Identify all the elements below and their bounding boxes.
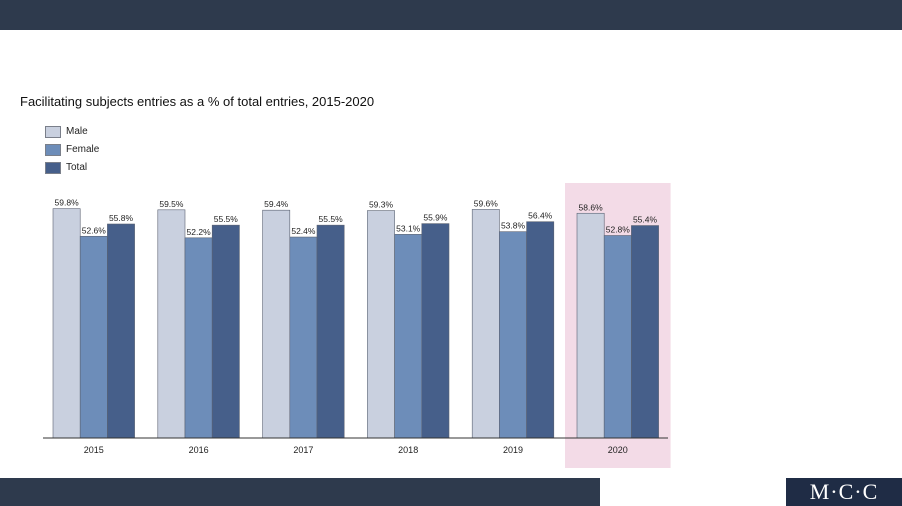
- data-label-male-2020: 58.6%: [579, 202, 604, 212]
- data-label-total-2019: 56.4%: [528, 211, 553, 221]
- data-label-female-2018: 53.1%: [396, 223, 421, 233]
- bar-total-2019: [526, 221, 555, 439]
- bar-female-2019: [499, 231, 527, 439]
- bar-female-2015: [79, 235, 108, 439]
- x-tick-label-2015: 2015: [84, 445, 104, 455]
- bar-total-2017: [316, 224, 345, 439]
- data-label-male-2017: 59.4%: [264, 199, 289, 209]
- data-label-total-2016: 55.5%: [214, 214, 239, 224]
- bar-total-2016: [211, 224, 240, 439]
- bar-male-2015: [52, 208, 81, 439]
- bar-female-2018: [394, 234, 423, 439]
- data-label-female-2019: 53.8%: [501, 221, 526, 231]
- legend-label-male: Male: [66, 126, 88, 137]
- header-bar: [0, 0, 902, 30]
- data-label-male-2018: 59.3%: [369, 200, 394, 210]
- legend-swatch-total: [45, 161, 61, 174]
- bar-male-2019: [471, 209, 500, 439]
- data-label-female-2020: 52.8%: [606, 225, 631, 235]
- legend-label-female: Female: [66, 144, 100, 155]
- bar-male-2020: [576, 212, 605, 439]
- data-label-total-2015: 55.8%: [109, 213, 134, 223]
- x-tick-label-2020: 2020: [608, 445, 628, 455]
- x-tick-label-2017: 2017: [293, 445, 313, 455]
- data-label-total-2018: 55.9%: [423, 213, 448, 223]
- x-tick-label-2019: 2019: [503, 445, 523, 455]
- data-label-total-2017: 55.5%: [319, 214, 344, 224]
- bar-female-2016: [184, 237, 213, 439]
- legend-item-male: Male: [45, 123, 99, 140]
- bar-female-2020: [603, 235, 632, 439]
- data-label-male-2016: 59.5%: [159, 199, 184, 209]
- mcc-logo: M·C·C: [786, 478, 902, 506]
- x-tick-label-2016: 2016: [189, 445, 209, 455]
- data-label-male-2015: 59.8%: [55, 198, 80, 208]
- data-label-female-2015: 52.6%: [82, 225, 107, 235]
- bar-female-2017: [289, 236, 318, 439]
- footer-bar: [0, 478, 600, 506]
- bar-total-2018: [421, 223, 450, 439]
- legend-swatch-female: [45, 143, 61, 156]
- legend-item-total: Total: [45, 159, 99, 176]
- bar-male-2016: [157, 209, 186, 439]
- chart-title: Facilitating subjects entries as a % of …: [20, 94, 375, 109]
- legend-item-female: Female: [45, 141, 99, 158]
- legend-swatch-male: [45, 125, 61, 138]
- bar-total-2020: [631, 225, 659, 439]
- x-tick-label-2018: 2018: [398, 445, 418, 455]
- chart-legend: Male Female Total: [45, 123, 99, 177]
- bar-total-2015: [107, 223, 135, 439]
- bar-male-2018: [367, 210, 395, 439]
- legend-label-total: Total: [66, 162, 88, 173]
- bar-male-2017: [262, 209, 291, 439]
- data-label-male-2019: 59.6%: [474, 198, 499, 208]
- data-label-female-2016: 52.2%: [187, 227, 212, 237]
- data-label-total-2020: 55.4%: [633, 215, 658, 225]
- data-label-female-2017: 52.4%: [291, 226, 316, 236]
